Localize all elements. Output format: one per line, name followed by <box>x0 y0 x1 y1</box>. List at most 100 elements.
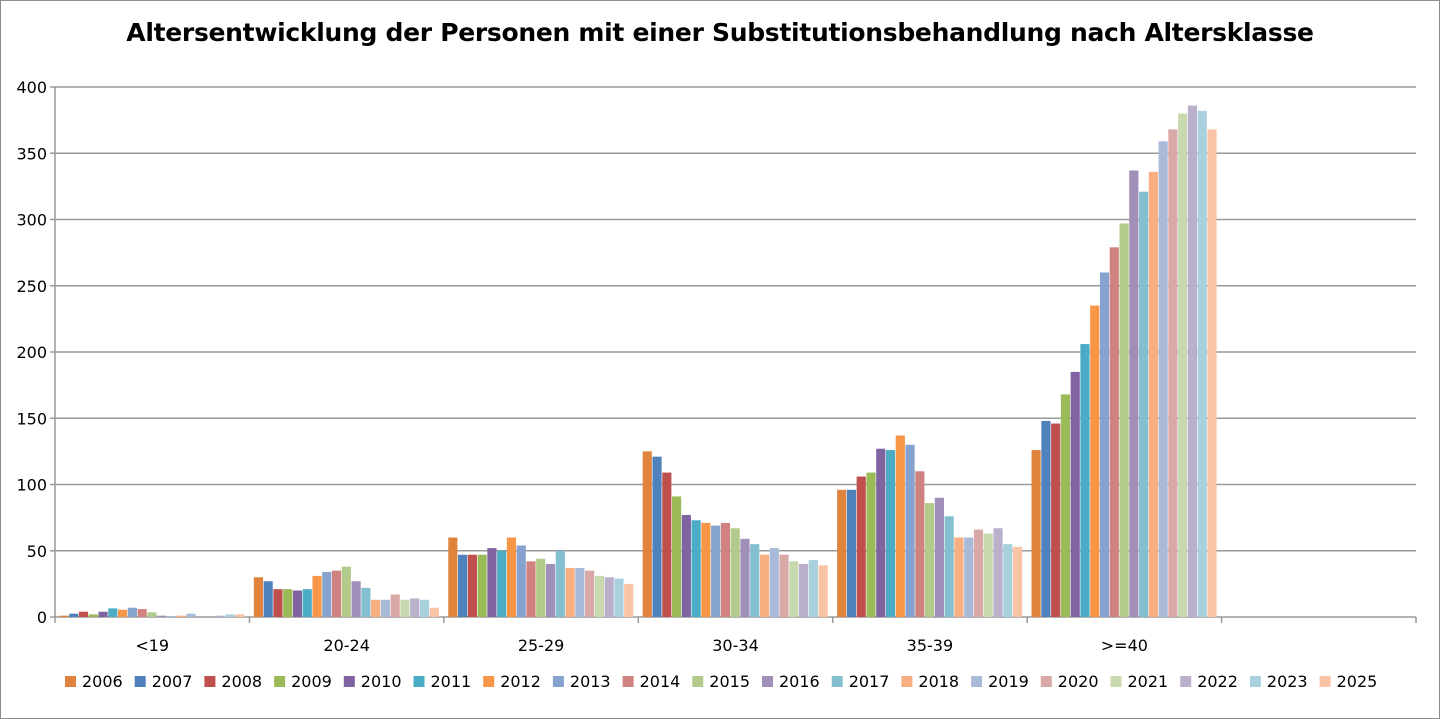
bar-2012 <box>1090 305 1100 617</box>
bar-2021 <box>594 575 604 617</box>
bar-2017 <box>166 616 177 617</box>
legend-label: 2016 <box>779 672 820 691</box>
bar-2006 <box>642 451 652 617</box>
bar-2007 <box>263 581 273 617</box>
bar-2019 <box>186 613 196 617</box>
legend-swatch-2023 <box>1249 676 1261 687</box>
bar-2016 <box>1129 170 1139 617</box>
legend-label: 2012 <box>500 672 541 691</box>
bar-2008 <box>856 476 866 617</box>
bar-2009 <box>283 589 293 617</box>
bar-2007 <box>652 456 662 617</box>
bar-2021 <box>400 599 410 617</box>
bar-2018 <box>176 615 186 617</box>
bar-2014 <box>915 471 925 617</box>
bar-2012 <box>895 435 905 617</box>
bar-2013 <box>1099 272 1110 617</box>
bar-2007 <box>69 613 79 617</box>
bar-2017 <box>361 587 371 617</box>
bar-2012 <box>312 575 322 617</box>
y-tick-label: 400 <box>16 78 47 97</box>
bar-2023 <box>1003 544 1013 617</box>
bar-2011 <box>885 450 896 617</box>
legend-label: 2014 <box>640 672 681 691</box>
legend-label: 2021 <box>1128 672 1169 691</box>
bar-2014 <box>331 570 342 617</box>
bar-2015 <box>341 566 351 617</box>
bar-2020 <box>779 554 789 617</box>
bar-2025 <box>624 583 634 617</box>
legend-label: 2013 <box>570 672 611 691</box>
bar-2025 <box>1012 546 1023 617</box>
bar-2008 <box>662 472 672 617</box>
legend-swatch-2016 <box>762 676 773 687</box>
bar-2010 <box>1070 371 1080 617</box>
legend-label: 2022 <box>1197 672 1238 691</box>
bar-2019 <box>769 548 779 617</box>
legend-swatch-2019 <box>971 676 983 687</box>
bar-2015 <box>536 558 546 617</box>
y-tick-label: 350 <box>16 144 47 163</box>
x-tick-label: >=40 <box>1101 636 1148 655</box>
bar-2011 <box>302 589 312 617</box>
legend-label: 2018 <box>918 672 959 691</box>
bar-2014 <box>720 522 731 617</box>
bar-2009 <box>1060 394 1071 617</box>
bar-2017 <box>1139 191 1149 618</box>
legend-swatch-2007 <box>134 676 146 687</box>
bar-2014 <box>526 561 536 617</box>
bar-2008 <box>467 554 477 617</box>
bar-2014 <box>1109 247 1119 617</box>
bar-2007 <box>1041 420 1051 617</box>
bar-2015 <box>1119 223 1129 617</box>
legend-swatch-2013 <box>552 676 564 687</box>
bar-2018 <box>954 537 964 617</box>
bar-2023 <box>808 560 818 617</box>
bar-2025 <box>429 607 439 617</box>
legend-label: 2017 <box>849 672 890 691</box>
bar-2011 <box>691 520 701 617</box>
bar-2010 <box>98 611 108 617</box>
bar-2008 <box>78 611 89 617</box>
bar-2022 <box>215 615 225 617</box>
bar-2010 <box>292 590 303 617</box>
bar-2019 <box>1158 141 1168 617</box>
y-tick-label: 250 <box>16 277 47 296</box>
bar-2008 <box>273 589 283 617</box>
bar-2009 <box>477 554 487 617</box>
legend-swatch-2011 <box>413 676 425 687</box>
legend-swatch-2025 <box>1319 676 1331 687</box>
legend-swatch-2020 <box>1040 676 1052 687</box>
bar-2010 <box>681 514 691 617</box>
bar-2025 <box>818 565 828 617</box>
bar-2023 <box>1197 110 1207 617</box>
legend-label: 2019 <box>988 672 1029 691</box>
y-tick-label: 0 <box>37 608 47 627</box>
bar-2006 <box>1031 450 1041 617</box>
legend-swatch-2022 <box>1180 676 1192 687</box>
legend-swatch-2006 <box>65 676 76 687</box>
x-tick-label: 35-39 <box>907 636 954 655</box>
legend-label: 2023 <box>1267 672 1308 691</box>
bar-2014 <box>137 609 147 617</box>
bar-2016 <box>545 564 556 617</box>
bar-2011 <box>1080 344 1090 617</box>
bar-2013 <box>516 545 526 617</box>
bar-2008 <box>1051 423 1061 617</box>
bar-2020 <box>390 594 400 617</box>
bar-2006 <box>837 489 847 617</box>
legend-label: 2007 <box>152 672 193 691</box>
bar-2020 <box>585 570 595 617</box>
bar-2022 <box>604 577 614 617</box>
bar-2025 <box>1207 129 1217 617</box>
bar-2012 <box>118 609 128 617</box>
legend-label: 2025 <box>1337 672 1378 691</box>
bar-2022 <box>799 564 809 617</box>
bar-2016 <box>934 497 944 617</box>
bar-2015 <box>147 612 157 617</box>
bar-2025 <box>235 614 245 617</box>
legend-label: 2009 <box>291 672 332 691</box>
bar-2021 <box>983 533 993 617</box>
bar-2017 <box>555 550 565 617</box>
